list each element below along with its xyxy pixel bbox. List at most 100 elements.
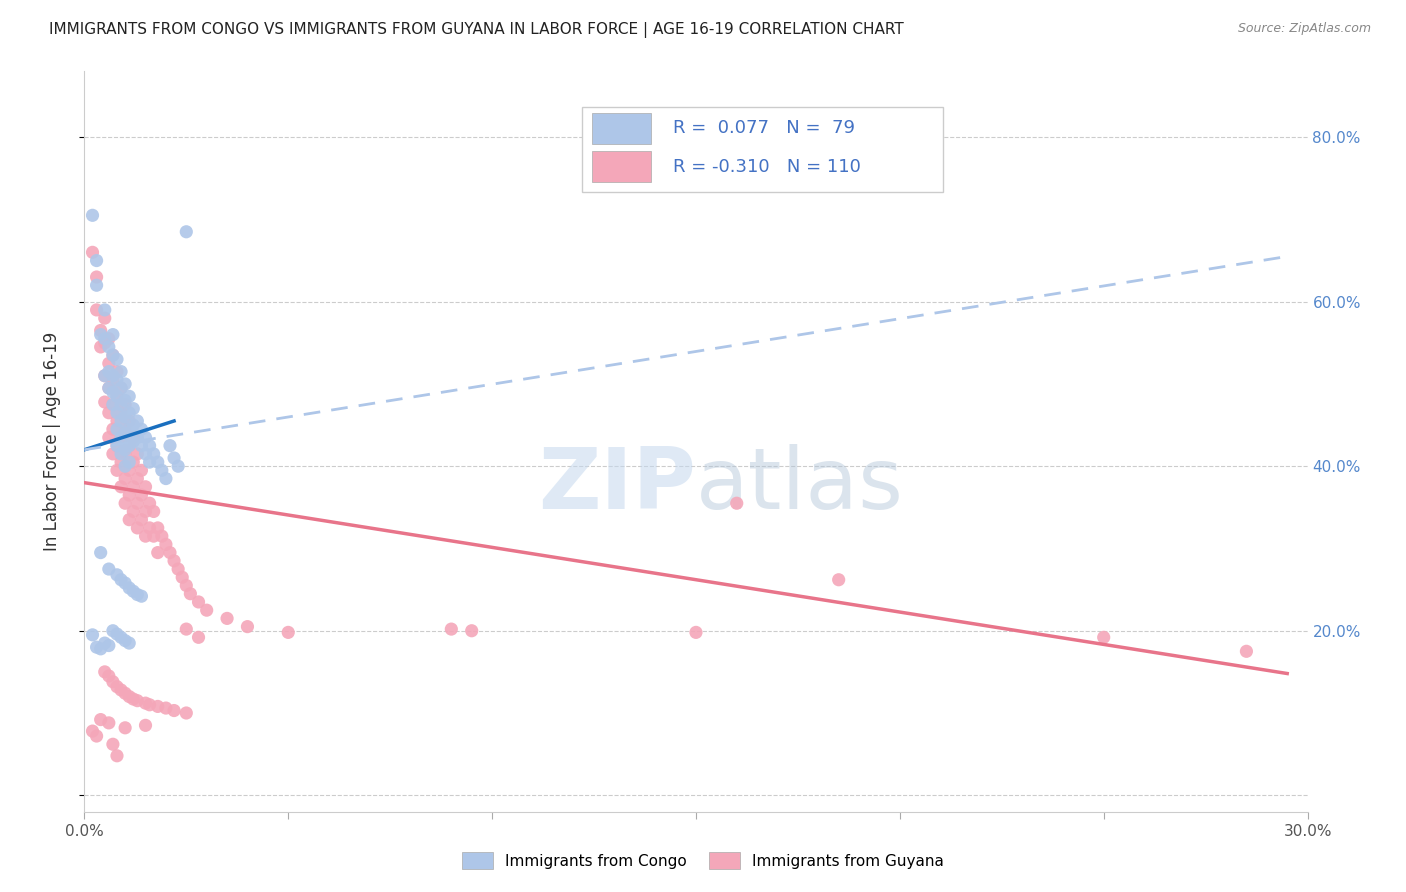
Point	[187, 630, 209, 644]
Point	[131, 463, 153, 477]
Point	[114, 398, 136, 412]
Point	[97, 365, 120, 379]
Point	[217, 611, 239, 625]
Point	[105, 463, 128, 477]
Point	[101, 385, 124, 400]
Point	[174, 706, 197, 720]
Point	[105, 439, 128, 453]
Point	[135, 447, 157, 461]
Point	[105, 627, 128, 641]
Point	[142, 529, 165, 543]
Point	[135, 529, 157, 543]
Point	[105, 365, 128, 379]
Point	[101, 327, 124, 342]
Point	[93, 395, 115, 409]
Point	[127, 471, 149, 485]
Point	[93, 636, 115, 650]
Point	[93, 665, 115, 679]
Point	[110, 630, 132, 644]
Point	[90, 340, 112, 354]
Point	[86, 302, 108, 317]
Point	[118, 690, 141, 704]
Point	[110, 683, 132, 698]
Point	[93, 332, 115, 346]
Point	[101, 348, 124, 362]
Point	[90, 713, 112, 727]
Point	[159, 546, 181, 560]
Text: ZIP: ZIP	[538, 444, 696, 527]
Point	[142, 504, 165, 518]
Point	[114, 496, 136, 510]
Point	[122, 455, 145, 469]
Y-axis label: In Labor Force | Age 16-19: In Labor Force | Age 16-19	[42, 332, 60, 551]
Point	[163, 704, 186, 718]
Point	[155, 471, 177, 485]
Point	[97, 562, 120, 576]
Point	[131, 513, 153, 527]
Point	[146, 546, 169, 560]
Point	[105, 406, 128, 420]
Point	[174, 225, 197, 239]
Point	[122, 434, 145, 449]
Point	[118, 513, 141, 527]
Point	[93, 302, 115, 317]
Point	[86, 270, 108, 285]
Point	[277, 625, 299, 640]
Point	[135, 480, 157, 494]
Point	[122, 692, 145, 706]
Point	[101, 368, 124, 383]
Point	[114, 393, 136, 408]
Point	[110, 430, 132, 444]
Point	[440, 622, 463, 636]
Point	[114, 721, 136, 735]
Point	[105, 389, 128, 403]
Point	[114, 459, 136, 474]
Point	[93, 311, 115, 326]
Point	[174, 622, 197, 636]
Point	[82, 208, 104, 222]
Point	[93, 335, 115, 350]
Point	[93, 368, 115, 383]
Point	[110, 573, 132, 587]
Point	[105, 373, 128, 387]
Point	[97, 381, 120, 395]
Point	[122, 584, 145, 599]
Point	[114, 576, 136, 591]
Point	[90, 327, 112, 342]
Point	[122, 401, 145, 416]
Point	[127, 447, 149, 461]
Point	[110, 365, 132, 379]
Point	[105, 389, 128, 403]
FancyBboxPatch shape	[592, 152, 651, 183]
Text: R =  0.077   N =  79: R = 0.077 N = 79	[672, 120, 855, 137]
Point	[114, 426, 136, 441]
Point	[135, 504, 157, 518]
Point	[110, 381, 132, 395]
Point	[163, 554, 186, 568]
Point	[93, 368, 115, 383]
Point	[118, 463, 141, 477]
Point	[101, 674, 124, 689]
Point	[135, 718, 157, 732]
Point	[97, 639, 120, 653]
Point	[118, 636, 141, 650]
Point	[725, 496, 748, 510]
FancyBboxPatch shape	[582, 107, 943, 192]
Text: atlas: atlas	[696, 444, 904, 527]
Point	[101, 398, 124, 412]
Point	[187, 595, 209, 609]
Point	[138, 496, 160, 510]
FancyBboxPatch shape	[592, 112, 651, 144]
Point	[150, 463, 173, 477]
Point	[86, 640, 108, 655]
Point	[131, 439, 153, 453]
Legend: Immigrants from Congo, Immigrants from Guyana: Immigrants from Congo, Immigrants from G…	[456, 846, 950, 875]
Point	[114, 442, 136, 457]
Point	[105, 422, 128, 436]
Point	[110, 455, 132, 469]
Point	[97, 381, 120, 395]
Text: Source: ZipAtlas.com: Source: ZipAtlas.com	[1237, 22, 1371, 36]
Point	[127, 521, 149, 535]
Point	[146, 521, 169, 535]
Point	[131, 488, 153, 502]
